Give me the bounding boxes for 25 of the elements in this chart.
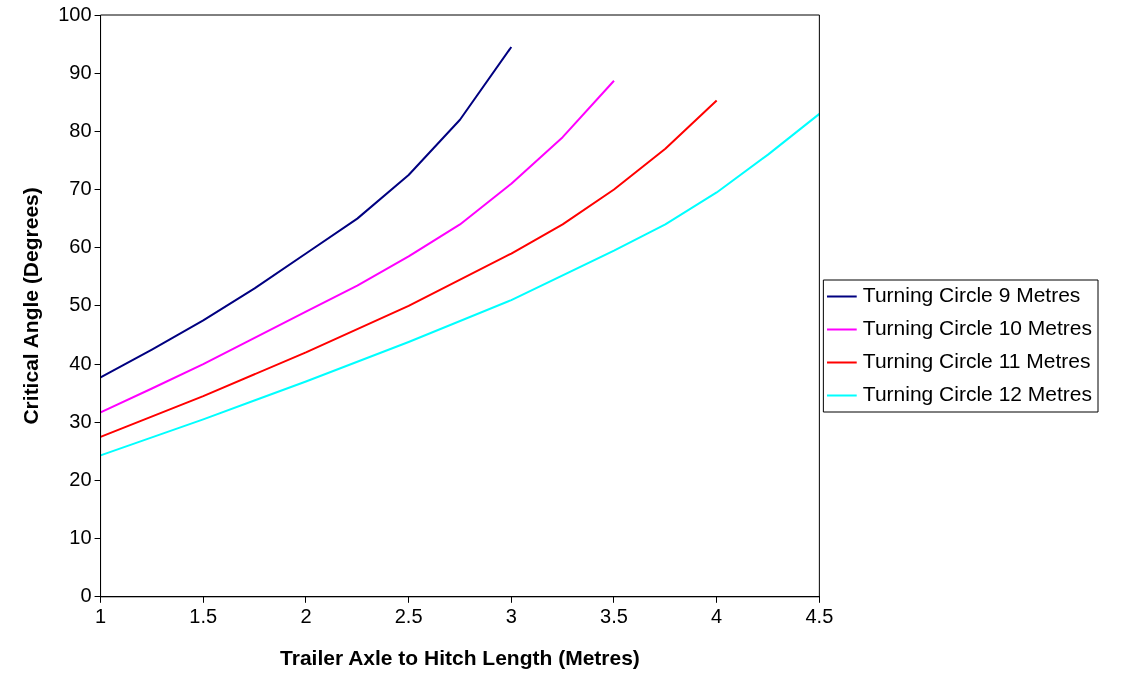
- y-tick-label: 20: [69, 467, 92, 490]
- y-tick-label: 80: [69, 118, 92, 141]
- x-tick-label: 2.5: [394, 605, 423, 628]
- x-tick-label: 1: [95, 605, 107, 628]
- x-tick-label: 1.5: [189, 605, 218, 628]
- y-tick-label: 10: [69, 526, 92, 549]
- y-tick-label: 50: [69, 293, 92, 316]
- legend-label: Turning Circle 12 Metres: [862, 382, 1093, 406]
- y-tick-label: 0: [80, 584, 92, 607]
- y-tick-label: 100: [58, 2, 92, 25]
- x-axis-title: Trailer Axle to Hitch Length (Metres): [280, 646, 640, 670]
- x-tick-label: 3: [505, 605, 517, 628]
- y-axis-title: Critical Angle (Degrees): [19, 187, 43, 425]
- x-tick-label: 4: [711, 605, 723, 628]
- x-tick-label: 2: [300, 605, 312, 628]
- y-tick-label: 30: [69, 409, 92, 432]
- x-tick-label: 4.5: [805, 605, 834, 628]
- legend-label: Turning Circle 11 Metres: [862, 349, 1091, 373]
- y-tick-label: 70: [69, 177, 92, 200]
- x-tick-label: 3.5: [600, 605, 628, 628]
- y-tick-label: 40: [69, 351, 92, 374]
- y-tick-label: 60: [69, 235, 92, 258]
- legend-label: Turning Circle 9 Metres: [862, 283, 1081, 307]
- y-tick-label: 90: [69, 60, 92, 83]
- legend-label: Turning Circle 10 Metres: [862, 316, 1093, 340]
